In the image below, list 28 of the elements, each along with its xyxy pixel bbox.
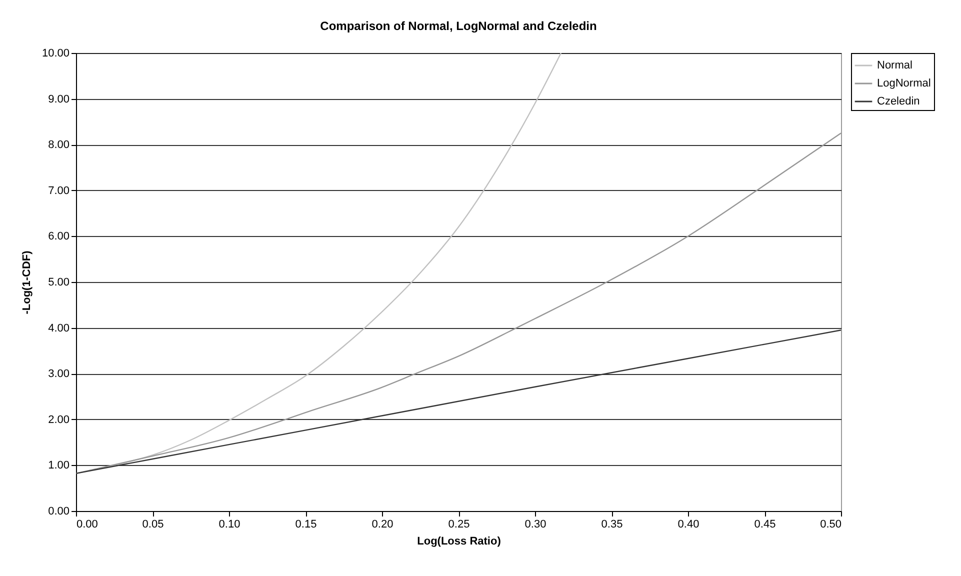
legend-label: Normal: [877, 60, 912, 72]
legend-label: Czeledin: [877, 96, 920, 108]
x-tick-label: 0.00: [76, 518, 98, 530]
y-tick-label: 10.00: [42, 48, 70, 60]
legend-label: LogNormal: [877, 78, 931, 90]
x-tick-label: 0.50: [820, 518, 842, 530]
x-tick-label: 0.40: [678, 518, 700, 530]
y-tick-label: 1.00: [48, 460, 70, 472]
y-axis-title: -Log(1-CDF): [20, 250, 33, 314]
y-tick-label: 2.00: [48, 414, 70, 426]
y-tick-label: 6.00: [48, 230, 70, 243]
y-tick-label: 8.00: [48, 139, 70, 152]
x-tick-label: 0.10: [218, 518, 240, 530]
chart-title: Comparison of Normal, LogNormal and Czeledin: [320, 19, 597, 33]
y-tick-label: 9.00: [48, 93, 70, 106]
x-tick-label: 0.20: [372, 518, 394, 530]
x-tick-label: 0.45: [754, 518, 776, 530]
x-tick-label: 0.15: [295, 518, 317, 530]
y-tick-label: 7.00: [48, 184, 70, 197]
y-tick-label: 3.00: [48, 368, 70, 380]
x-tick-label: 0.30: [524, 518, 546, 530]
y-tick-label: 5.00: [48, 276, 70, 288]
x-tick-label: 0.05: [142, 518, 164, 530]
x-tick-label: 0.25: [448, 518, 470, 530]
y-tick-label: 0.00: [48, 506, 70, 518]
y-tick-label: 4.00: [48, 322, 70, 334]
x-tick-label: 0.35: [601, 518, 623, 530]
x-axis-title: Log(Loss Ratio): [417, 536, 502, 548]
